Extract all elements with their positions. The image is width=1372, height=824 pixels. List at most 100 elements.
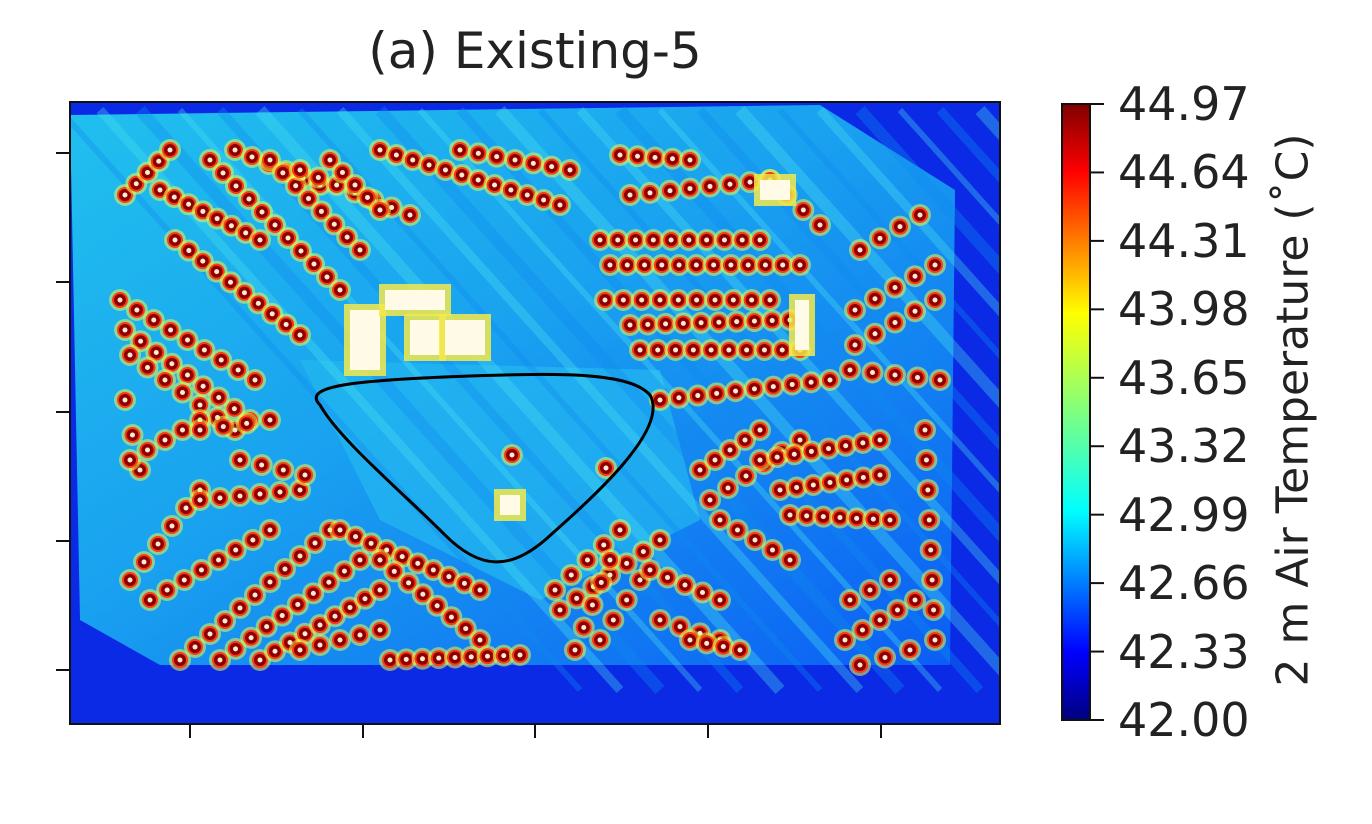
building-core [777, 487, 783, 493]
building-core [860, 475, 866, 480]
building-core [169, 523, 175, 529]
building-core [687, 637, 693, 643]
building-core [403, 656, 409, 662]
building-core [659, 262, 665, 268]
building-core [252, 377, 258, 383]
building-core [200, 383, 206, 389]
building-core [164, 587, 170, 593]
building-core [650, 237, 656, 243]
building-core [797, 262, 803, 268]
building-core [700, 590, 705, 595]
building-core [627, 192, 633, 198]
building-core [645, 321, 651, 327]
building-core [228, 279, 234, 285]
building-core [220, 424, 226, 430]
building-core [728, 262, 734, 268]
large-building [445, 320, 485, 355]
flow-streak [336, 106, 864, 694]
building-core [733, 388, 739, 394]
building-core [172, 237, 178, 243]
building-core [572, 647, 578, 653]
building-core [639, 297, 645, 303]
building-core [844, 477, 850, 483]
building-core [827, 377, 833, 383]
building-core [607, 557, 613, 563]
building-core [477, 587, 483, 593]
building-core [162, 437, 168, 443]
building-core [442, 167, 448, 173]
building-core [647, 567, 653, 573]
building-core [138, 338, 144, 344]
building-core [127, 457, 133, 463]
flow-streak [375, 105, 905, 695]
building-core [468, 654, 474, 660]
building-core [568, 572, 574, 578]
building-core [186, 248, 192, 254]
building-core [326, 579, 332, 585]
flow-streak [735, 105, 1000, 409]
building-core [917, 212, 923, 218]
large-building [795, 300, 809, 350]
building-core [457, 147, 463, 153]
building-core [797, 437, 803, 443]
building-core [717, 597, 723, 603]
building-core [145, 365, 150, 370]
building-core [249, 154, 255, 160]
building-core [463, 626, 469, 632]
building-core [434, 603, 440, 609]
building-core [297, 487, 303, 493]
building-core [280, 467, 286, 473]
flow-streak [615, 105, 1000, 543]
building-core [687, 186, 693, 192]
building-core [452, 655, 458, 660]
building-core [817, 222, 823, 228]
building-core [155, 541, 161, 547]
building-core [860, 627, 865, 633]
building-core [637, 347, 643, 353]
building-core [197, 497, 203, 503]
building-core [877, 437, 883, 443]
building-core [897, 224, 903, 230]
building-core [233, 183, 239, 189]
flow-streak [576, 106, 1000, 586]
building-core [655, 347, 661, 353]
building-core [508, 187, 514, 193]
building-core [426, 162, 432, 168]
building-core [399, 554, 405, 560]
building-core [198, 567, 204, 573]
building-core [157, 187, 163, 193]
building-core [852, 307, 858, 313]
building-core [779, 347, 785, 353]
building-core [134, 307, 140, 313]
flow-streak [70, 116, 583, 693]
building-core [237, 605, 243, 611]
heatmap-field [70, 102, 1000, 724]
building-core [272, 648, 278, 654]
building-core [377, 627, 383, 633]
building-core [552, 587, 558, 593]
building-core [770, 384, 776, 390]
building-core [752, 537, 758, 543]
building-core [657, 537, 663, 543]
building-core [557, 202, 563, 208]
building-core [310, 590, 316, 596]
building-core [730, 297, 736, 303]
building-core [720, 644, 726, 650]
flow-streak [495, 105, 1000, 677]
building-core [331, 221, 337, 227]
building-core [725, 485, 731, 491]
building-core [436, 655, 442, 661]
building-core [877, 235, 883, 241]
building-core [477, 637, 483, 643]
building-core [377, 557, 383, 563]
building-core [197, 427, 203, 433]
building-core [665, 575, 670, 580]
building-core [185, 337, 190, 343]
building-core [712, 457, 718, 463]
building-core [171, 194, 177, 200]
building-core [177, 657, 183, 663]
building-core [216, 395, 222, 400]
building-core [168, 327, 174, 333]
building-core [259, 462, 265, 468]
colorbar-tick-label: 43.32 [1118, 419, 1250, 474]
